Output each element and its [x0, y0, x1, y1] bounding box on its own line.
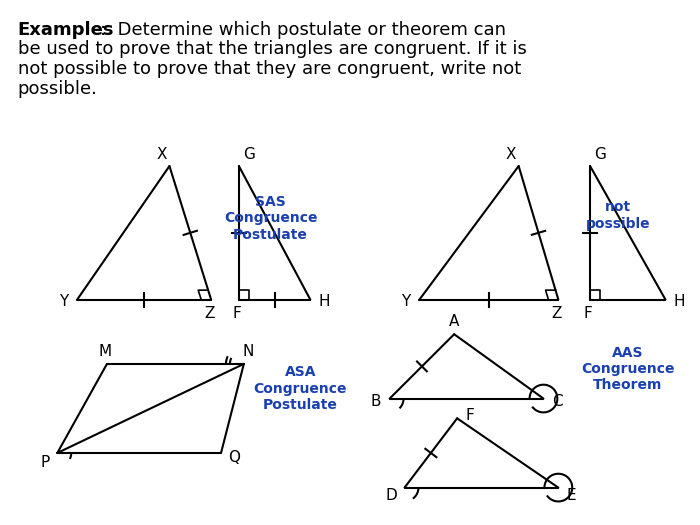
Text: AAS
Congruence
Theorem: AAS Congruence Theorem: [581, 345, 675, 392]
Text: M: M: [99, 343, 111, 359]
Text: G: G: [243, 146, 255, 162]
Text: not
possible: not possible: [585, 201, 650, 230]
Text: A: A: [449, 314, 459, 329]
Text: F: F: [466, 408, 475, 423]
Text: :  Determine which postulate or theorem can: : Determine which postulate or theorem c…: [100, 20, 506, 38]
Text: P: P: [41, 455, 50, 470]
Text: be used to prove that the triangles are congruent. If it is: be used to prove that the triangles are …: [18, 40, 526, 58]
Text: possible.: possible.: [18, 80, 97, 98]
Text: Z: Z: [204, 306, 214, 321]
Text: SAS
Congruence
Postulate: SAS Congruence Postulate: [224, 195, 317, 242]
Text: B: B: [370, 394, 381, 409]
Text: Q: Q: [228, 450, 240, 465]
Text: ASA
Congruence
Postulate: ASA Congruence Postulate: [253, 365, 347, 412]
Text: Examples: Examples: [18, 20, 114, 38]
Text: X: X: [505, 146, 516, 162]
Text: D: D: [386, 488, 398, 503]
Text: H: H: [318, 294, 330, 309]
Text: Z: Z: [551, 306, 561, 321]
Text: E: E: [566, 488, 576, 503]
Text: H: H: [673, 294, 685, 309]
Text: Y: Y: [401, 294, 410, 309]
Text: C: C: [552, 394, 563, 409]
Text: F: F: [232, 306, 241, 321]
Text: not possible to prove that they are congruent, write not: not possible to prove that they are cong…: [18, 60, 521, 78]
Text: Y: Y: [59, 294, 68, 309]
Text: F: F: [584, 306, 592, 321]
Text: X: X: [156, 146, 167, 162]
Text: N: N: [242, 343, 253, 359]
Text: G: G: [594, 146, 606, 162]
